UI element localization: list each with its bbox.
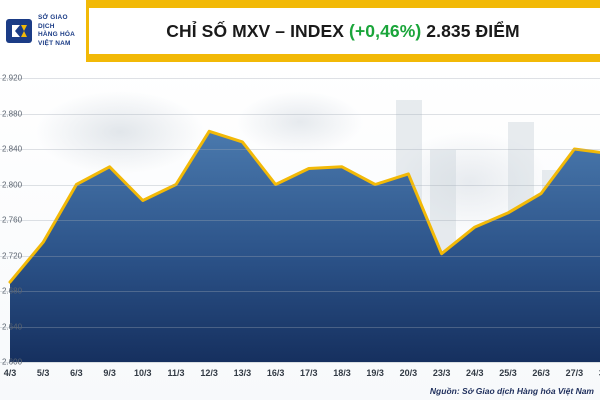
logo-line-2: HÀNG HÓA — [38, 31, 75, 38]
mxv-logo-icon — [5, 16, 35, 46]
gridline — [0, 149, 600, 150]
y-axis-tick-label: 2.840 — [2, 144, 23, 154]
x-axis-tick-label: 19/3 — [366, 368, 384, 378]
header-top-stripe — [86, 0, 600, 8]
x-axis-tick-label: 16/3 — [266, 368, 285, 378]
chart-plot-area: 2.920 2.880 2.840 2.800 2.760 2.720 2.680 2.640… — [0, 62, 600, 400]
x-axis-tick-label: 26/3 — [532, 368, 550, 378]
y-axis-tick-label: 2.720 — [2, 251, 23, 260]
x-axis-tick-label: 13/3 — [233, 368, 252, 378]
x-axis-tick-label: 6/3 — [70, 368, 83, 378]
x-axis-tick-label: 20/3 — [399, 368, 418, 378]
y-axis-tick-label: 2.760 — [2, 215, 23, 225]
y-axis-tick-label: 2.800 — [2, 180, 23, 189]
gridline — [0, 362, 600, 363]
y-axis-tick-label: 2.600 — [2, 357, 23, 367]
x-axis-tick-label: 30/3 — [599, 368, 600, 378]
chart-header: CHỈ SỐ MXV – INDEX (+0,46%) 2.835 ĐIỂM S… — [0, 0, 600, 62]
logo-text: SỞ GIAO DỊCH HÀNG HÓA VIỆT NAM — [38, 14, 86, 48]
x-axis-tick-label: 11/3 — [167, 368, 185, 378]
x-axis-tick-label: 12/3 — [200, 368, 218, 378]
x-axis-tick-label: 24/3 — [466, 368, 484, 378]
logo-box: SỞ GIAO DỊCH HÀNG HÓA VIỆT NAM — [0, 0, 89, 62]
title-bar: CHỈ SỐ MXV – INDEX (+0,46%) 2.835 ĐIỂM — [86, 8, 600, 54]
x-axis-tick-label: 10/3 — [134, 368, 152, 378]
x-axis-tick-label: 18/3 — [333, 368, 351, 378]
title-prefix: CHỈ SỐ MXV – INDEX — [166, 20, 350, 41]
title-percent-change: (+0,46%) — [349, 20, 422, 41]
gridline — [0, 113, 600, 115]
gridline — [0, 255, 600, 257]
y-axis-tick-label: 2.640 — [2, 322, 23, 331]
logo-line-1: SỞ GIAO DỊCH — [38, 14, 68, 30]
y-axis-tick-label: 2.880 — [2, 109, 23, 118]
header-bottom-stripe — [86, 54, 600, 62]
index-line — [8, 129, 600, 284]
x-axis-tick-label: 9/3 — [103, 368, 116, 378]
gridline — [0, 78, 600, 79]
gridline — [0, 291, 600, 292]
source-note: Nguồn: Sở Giao dịch Hàng hóa Việt Nam — [429, 386, 594, 396]
gridline — [0, 184, 600, 186]
x-axis-labels: 4/3 5/3 6/3 9/3 10/3 11/3 12/3 13/3 16/3 17/3 18/3… — [0, 368, 600, 382]
page-title: CHỈ SỐ MXV – INDEX (+0,46%) 2.835 ĐIỂM — [166, 21, 519, 42]
x-axis-tick-label: 4/3 — [3, 368, 17, 378]
gridline — [0, 326, 600, 328]
y-axis-tick-label: 2.920 — [2, 73, 23, 83]
x-axis-tick-label: 17/3 — [300, 368, 318, 378]
logo-line-3: VIỆT NAM — [38, 39, 71, 47]
gridline — [0, 220, 600, 221]
y-axis-tick-label: 2.680 — [2, 286, 23, 296]
x-axis-tick-label: 25/3 — [499, 368, 517, 378]
title-suffix: 2.835 ĐIỂM — [421, 20, 520, 41]
x-axis-tick-label: 5/3 — [36, 368, 50, 378]
x-axis-tick-label: 23/3 — [432, 368, 451, 378]
area-fill — [10, 131, 600, 362]
mxv-index-area-chart — [8, 129, 600, 362]
x-axis-tick-label: 27/3 — [565, 368, 584, 378]
